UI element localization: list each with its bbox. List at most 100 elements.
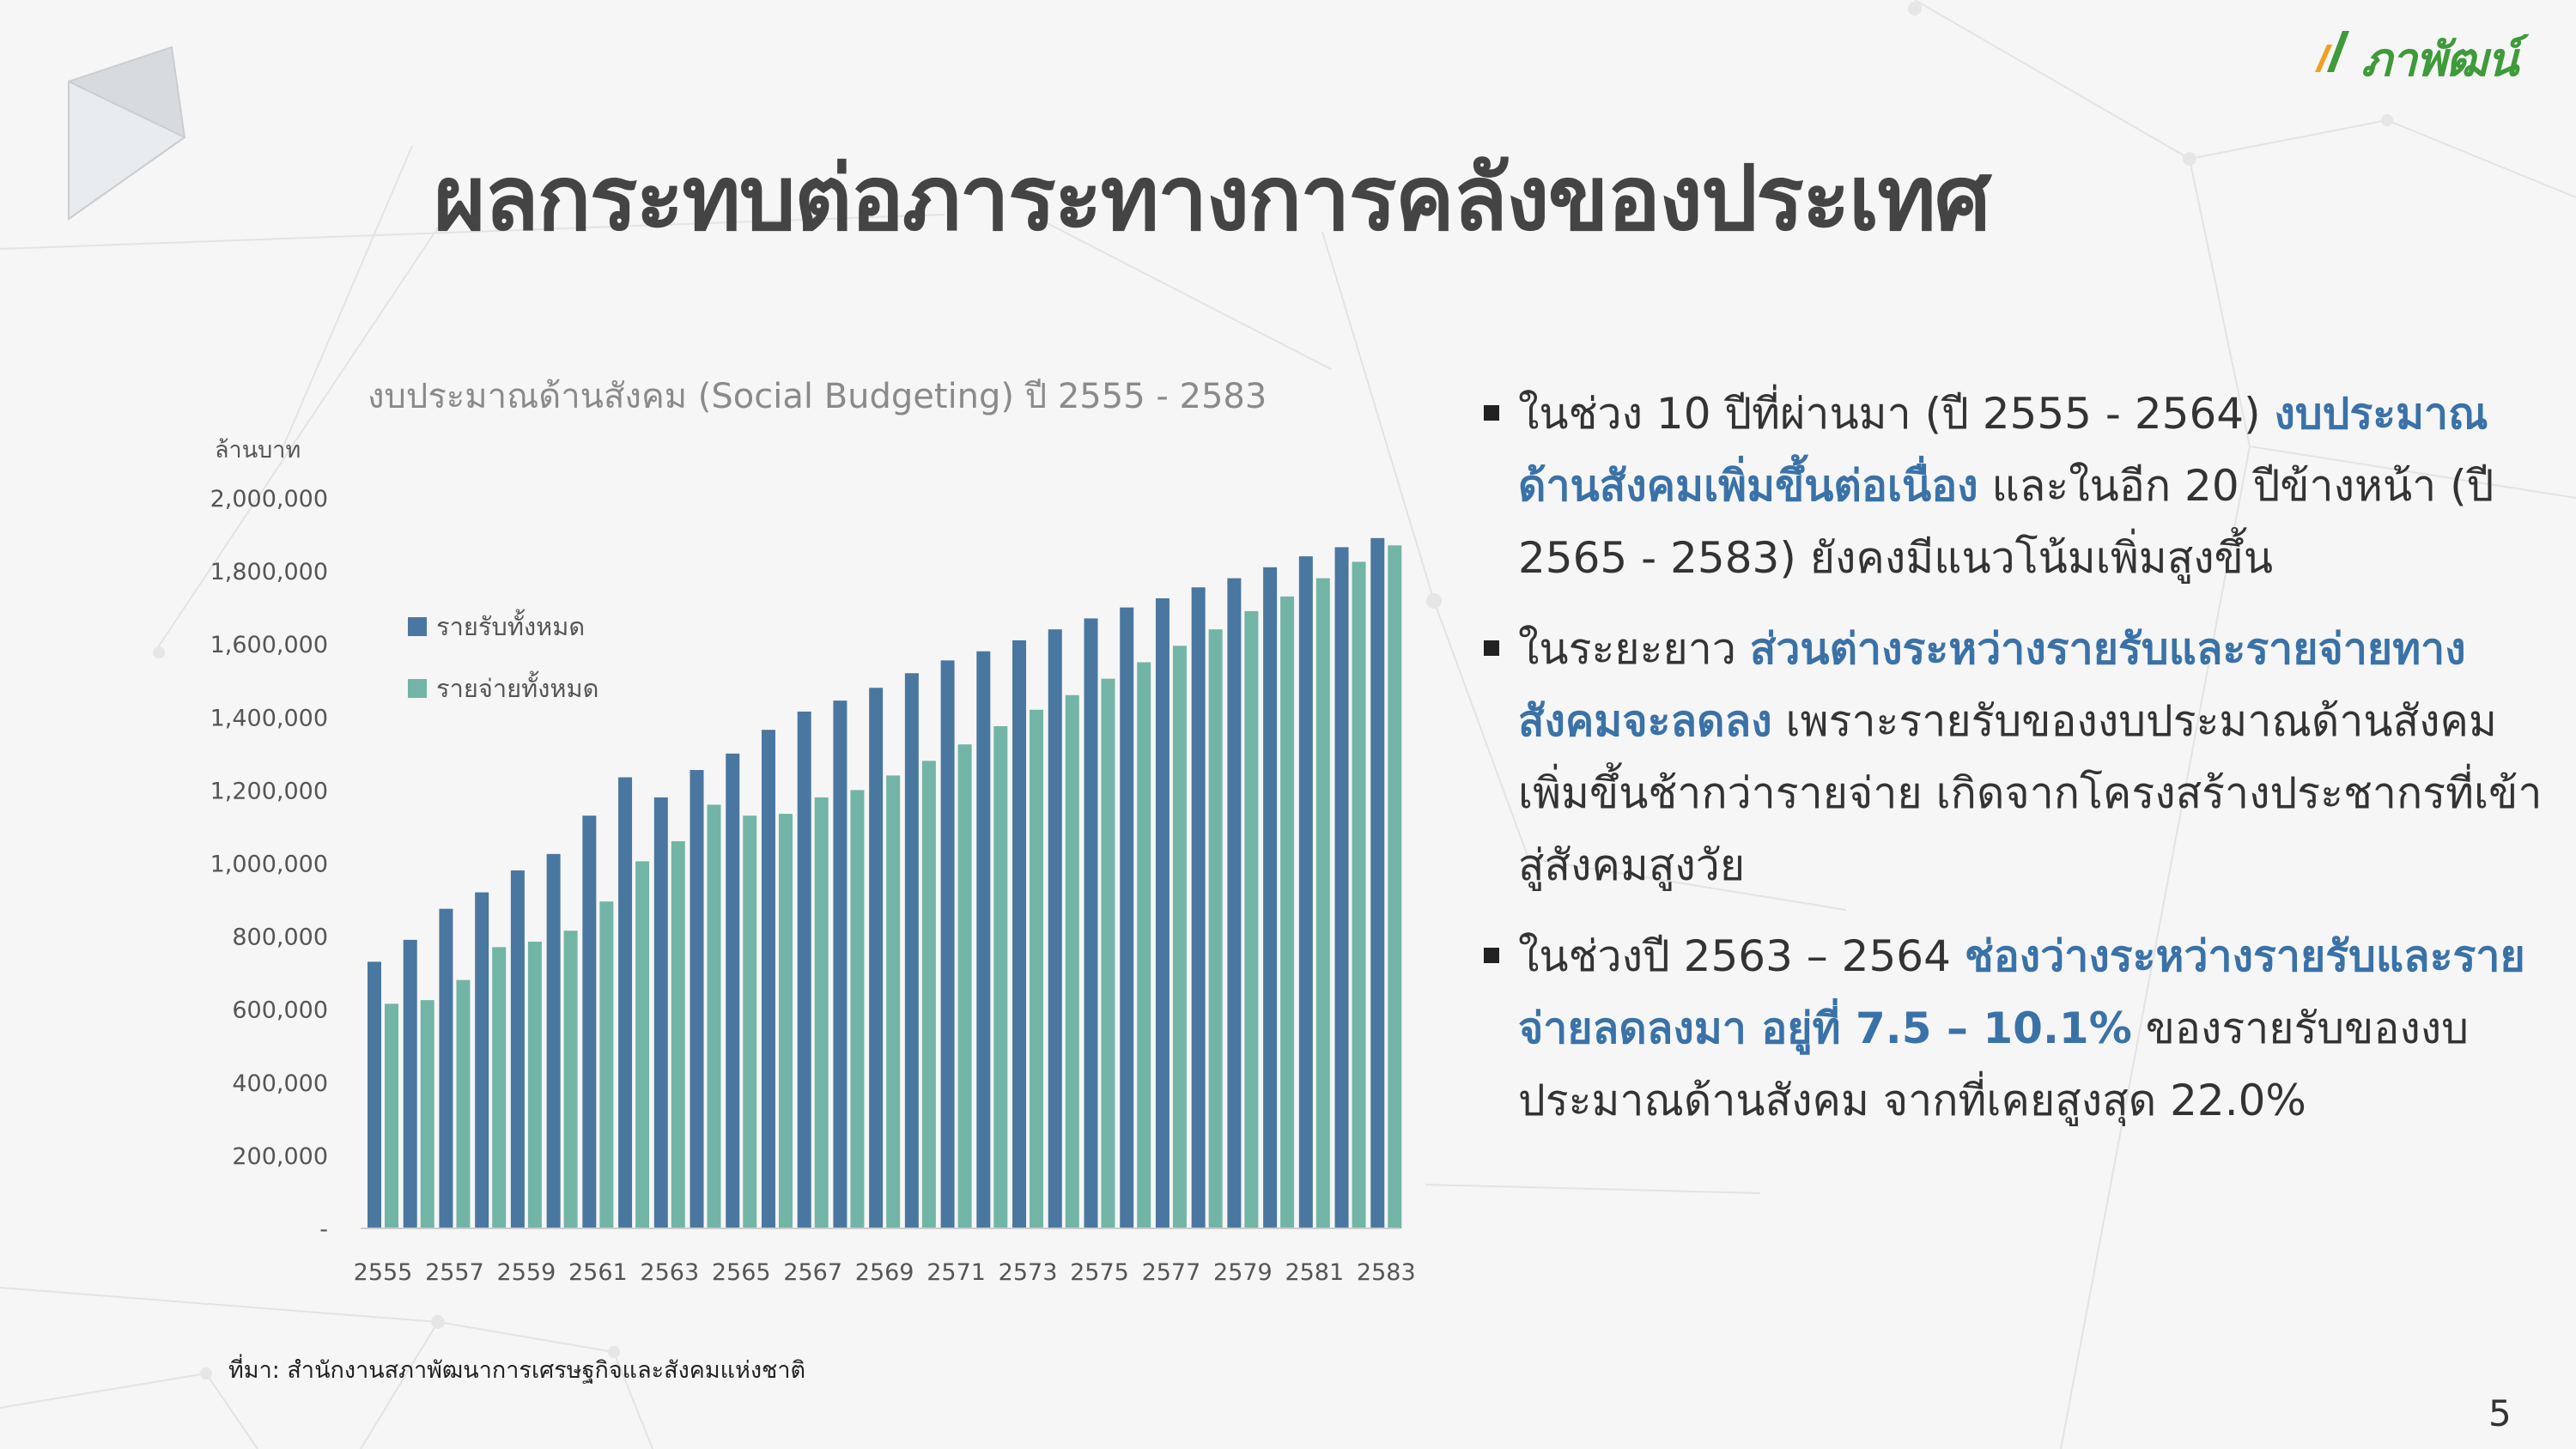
bullet-highlight-text: ช่องว่างระหว่างรายรับและรายจ่ายลดลงมา อย… <box>1518 931 2525 1053</box>
bar-income-2558 <box>475 892 489 1228</box>
bullet-item: ในช่วง 10 ปีที่ผ่านมา (ปี 2555 - 2564) ง… <box>1484 378 2549 594</box>
bar-income-2581 <box>1298 556 1313 1228</box>
nesdc-logo: ภาพัฒน์ <box>2308 19 2531 88</box>
legend-label-income: รายรับทั้งหมด <box>436 609 585 641</box>
bar-expenditure-2562 <box>635 861 650 1228</box>
bar-expenditure-2578 <box>1208 629 1223 1228</box>
bar-income-2555 <box>368 961 381 1228</box>
bar-expenditure-2573 <box>1030 709 1044 1228</box>
bar-income-2557 <box>439 908 453 1228</box>
bullet-item: ในระยะยาว ส่วนต่างระหว่างรายรับและรายจ่า… <box>1484 613 2549 901</box>
x-tick-label: 2569 <box>855 1259 914 1286</box>
source-note: ที่มา: สำนักงานสภาพัฒนาการเศรษฐกิจและสัง… <box>228 1357 806 1384</box>
bar-expenditure-2558 <box>492 947 507 1228</box>
bar-expenditure-2566 <box>778 814 793 1228</box>
bar-expenditure-2563 <box>671 840 685 1228</box>
x-tick-label: 2573 <box>999 1259 1058 1286</box>
y-tick-label: 600,000 <box>232 997 328 1024</box>
y-tick-label: 1,000,000 <box>210 852 328 878</box>
bar-expenditure-2572 <box>993 725 1008 1228</box>
bar-income-2570 <box>904 673 919 1228</box>
bar-income-2579 <box>1227 578 1242 1228</box>
x-tick-label: 2579 <box>1213 1259 1273 1286</box>
bar-expenditure-2561 <box>599 901 614 1228</box>
bullet-item: ในช่วงปี 2563 – 2564 ช่องว่างระหว่างรายร… <box>1484 920 2549 1137</box>
bar-income-2572 <box>976 651 991 1228</box>
x-tick-label: 2575 <box>1070 1259 1129 1286</box>
legend-label-expenditure: รายจ่ายทั้งหมด <box>436 670 598 703</box>
y-tick-label: 1,600,000 <box>210 632 328 658</box>
bar-expenditure-2576 <box>1137 662 1151 1228</box>
y-tick-label: 1,800,000 <box>210 559 328 585</box>
bar-income-2556 <box>403 939 417 1228</box>
bar-expenditure-2564 <box>707 804 721 1228</box>
y-tick-label: 400,000 <box>232 1070 328 1097</box>
chart-title: งบประมาณด้านสังคม (Social Budgeting) ปี … <box>368 377 1267 416</box>
y-tick-label: - <box>319 1216 328 1243</box>
bar-income-2578 <box>1191 587 1206 1228</box>
logo-text: ภาพัฒน์ <box>2361 32 2518 87</box>
bar-expenditure-2583 <box>1388 545 1402 1228</box>
page-number: 5 <box>2488 1392 2512 1434</box>
key-points-list: ในช่วง 10 ปีที่ผ่านมา (ปี 2555 - 2564) ง… <box>1484 378 2549 1155</box>
chart-legend: รายรับทั้งหมด รายจ่ายทั้งหมด <box>408 609 598 703</box>
bar-income-2583 <box>1370 537 1385 1228</box>
bar-expenditure-2565 <box>743 815 757 1228</box>
bar-income-2565 <box>726 753 740 1228</box>
bar-income-2580 <box>1263 567 1278 1228</box>
bar-income-2563 <box>653 797 668 1228</box>
bar-expenditure-2560 <box>563 931 578 1228</box>
y-axis-label: ล้านบาท <box>215 437 301 464</box>
y-tick-label: 800,000 <box>232 925 328 951</box>
y-tick-label: 1,200,000 <box>210 778 328 804</box>
bar-expenditure-2571 <box>957 744 972 1228</box>
bar-expenditure-2580 <box>1280 596 1295 1228</box>
x-tick-label: 2565 <box>712 1259 771 1286</box>
bar-expenditure-2567 <box>814 797 829 1228</box>
y-tick-label: 200,000 <box>232 1143 328 1170</box>
bar-income-2560 <box>546 853 561 1228</box>
x-tick-label: 2563 <box>640 1259 699 1286</box>
bar-income-2566 <box>761 730 775 1228</box>
x-tick-label: 2571 <box>927 1259 986 1286</box>
bar-income-2577 <box>1155 598 1170 1228</box>
logo-mark-icon <box>2315 31 2349 72</box>
bullet-text: ในช่วง 10 ปีที่ผ่านมา (ปี 2555 - 2564) <box>1518 389 2275 439</box>
bar-expenditure-2574 <box>1065 694 1079 1228</box>
bar-income-2562 <box>618 777 633 1228</box>
legend-swatch-income <box>408 617 427 636</box>
bar-income-2561 <box>582 815 597 1228</box>
y-tick-label: 2,000,000 <box>210 486 328 512</box>
x-tick-label: 2557 <box>425 1259 484 1286</box>
x-tick-label: 2559 <box>497 1259 556 1286</box>
bar-expenditure-2559 <box>527 941 542 1228</box>
x-tick-label: 2577 <box>1142 1259 1201 1286</box>
bullet-square-icon <box>1484 640 1499 656</box>
bar-expenditure-2556 <box>420 1000 434 1228</box>
bar-income-2569 <box>869 688 884 1228</box>
bullet-highlight-text: งบประมาณด้านสังคมเพิ่มขึ้นต่อเนื่อง <box>1518 389 2488 511</box>
bullet-text: ในช่วงปี 2563 – 2564 <box>1518 931 1965 981</box>
bar-income-2568 <box>833 700 848 1228</box>
social-budget-chart: งบประมาณด้านสังคม (Social Budgeting) ปี … <box>210 377 1416 1286</box>
bar-income-2576 <box>1120 607 1134 1228</box>
x-tick-label: 2567 <box>783 1259 842 1286</box>
bar-income-2574 <box>1048 629 1062 1228</box>
bar-expenditure-2579 <box>1244 610 1259 1228</box>
y-tick-label: 1,400,000 <box>210 705 328 731</box>
bullet-text: ในระยะยาว <box>1518 624 1750 674</box>
bullet-highlight-text: ส่วนต่างระหว่างรายรับและรายจ่ายทางสังคมจ… <box>1518 624 2466 746</box>
bar-expenditure-2570 <box>921 761 936 1228</box>
bar-income-2559 <box>510 870 525 1228</box>
bar-expenditure-2575 <box>1101 678 1115 1228</box>
bar-income-2573 <box>1012 640 1027 1228</box>
bar-expenditure-2569 <box>886 775 901 1228</box>
x-tick-label: 2555 <box>354 1259 413 1286</box>
bar-expenditure-2557 <box>456 979 471 1228</box>
legend-swatch-expenditure <box>408 679 427 698</box>
bullet-text: และในอีก 20 ปีข้างหน้า (ปี 2565 - 2583) … <box>1518 461 2494 583</box>
page-title: ผลกระทบต่อภาระทางการคลังของประเทศ <box>434 146 1991 251</box>
bar-income-2582 <box>1334 547 1349 1228</box>
bar-expenditure-2577 <box>1172 646 1187 1228</box>
